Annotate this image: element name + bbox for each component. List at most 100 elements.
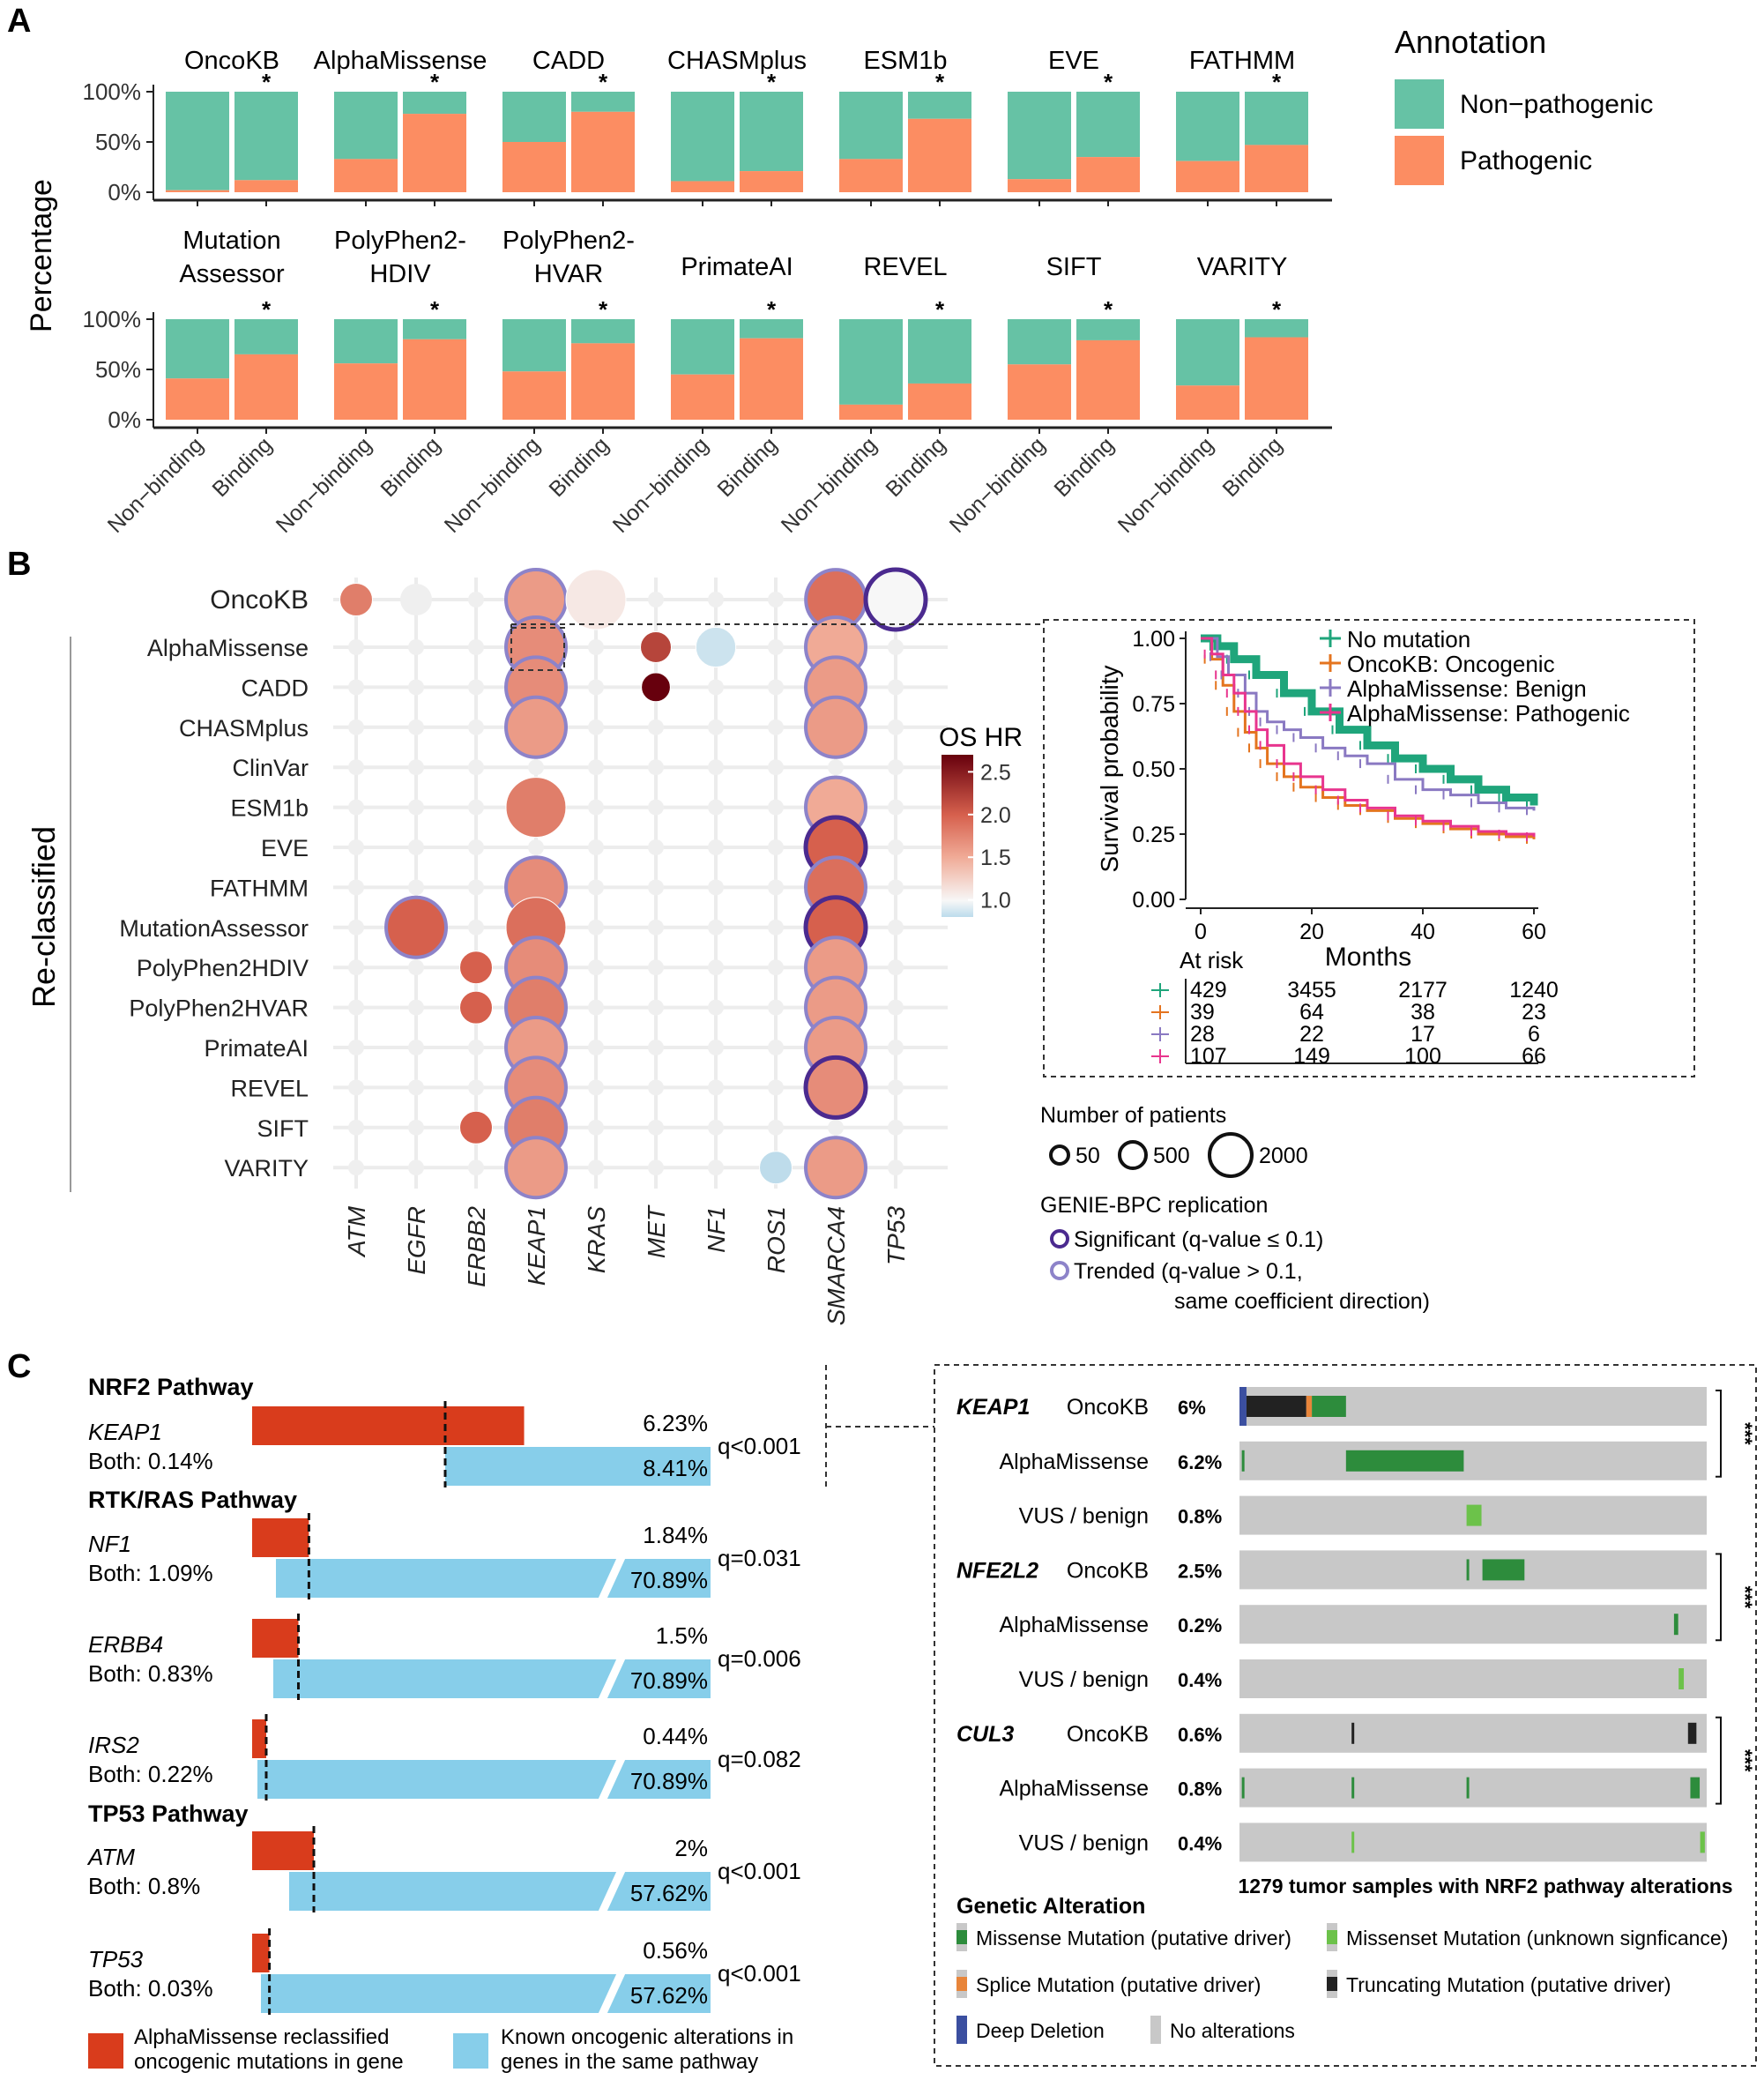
gene-name: IRS2: [88, 1732, 139, 1758]
empty-cell: [648, 959, 664, 976]
facet-title: FATHMM: [1189, 47, 1295, 75]
facet-alphamissense: AlphaMissense*: [314, 47, 490, 206]
hr-point-alphamissense-met: [640, 631, 672, 663]
row-label-cadd: CADD: [241, 675, 309, 701]
significance-star: *: [935, 296, 945, 323]
empty-cell: [708, 1040, 724, 1055]
km-x-tick-label: 20: [1299, 920, 1324, 944]
significance-star: *: [1272, 69, 1282, 95]
empty-cell: [588, 999, 604, 1016]
facet-cadd: CADD*: [490, 47, 659, 206]
y-tick-label: 100%: [83, 306, 142, 332]
x-tick-label: Non−binding: [777, 432, 882, 538]
os-hr-colorbar: OS HR 2.5 2.0 1.5 1.0: [939, 723, 1023, 917]
x-tick-label: Non−binding: [440, 432, 546, 538]
empty-cell: [768, 759, 784, 776]
km-y-tick-label: 0.75: [1132, 692, 1175, 717]
am-pct-label: 0.44%: [643, 1723, 708, 1749]
oncoprint-pct: 2.5%: [1178, 1560, 1222, 1582]
oncoprint-track: [1239, 1713, 1707, 1753]
alteration-legend-swatch-miss_drv: [956, 1930, 967, 1944]
empty-cell: [708, 1119, 724, 1136]
at-risk-value: 28: [1190, 1022, 1215, 1047]
empty-cell: [768, 1040, 784, 1055]
bar-nonpathogenic-non-binding: [839, 92, 903, 160]
empty-cell: [708, 1079, 724, 1096]
bar-nonpathogenic-non-binding: [1176, 92, 1239, 161]
empty-cell: [588, 959, 604, 976]
pathway-title-nrf2-pathway: NRF2 Pathway: [88, 1374, 254, 1400]
km-y-tick-label: 0.00: [1132, 888, 1175, 913]
bar-nonpathogenic-non-binding: [166, 319, 229, 379]
significance-star: *: [1104, 296, 1113, 323]
empty-cell: [708, 719, 724, 735]
panel-a-legend: Annotation Non−pathogenic Pathogenic: [1395, 24, 1653, 185]
x-tick-label: Non−binding: [1113, 432, 1219, 538]
y-tick-label: 50%: [95, 356, 141, 383]
oncoprint: KEAP1 OncoKB 6% AlphaMissense 6.2% VUS / beni…: [934, 1364, 1757, 2067]
km-y-tick-label: 1.00: [1132, 627, 1175, 652]
row-label-polyphen2hvar: PolyPhen2HVAR: [129, 995, 309, 1022]
significance-star: *: [599, 69, 608, 95]
empty-cell: [588, 919, 604, 936]
empty-cell: [828, 759, 844, 776]
known-bar: [273, 1659, 711, 1698]
bar-nonpathogenic-binding: [740, 319, 803, 339]
empty-cell: [888, 1119, 904, 1136]
empty-cell: [588, 639, 604, 655]
size-legend-title: Number of patients: [1040, 1103, 1226, 1128]
y-tick-label: 100%: [83, 78, 142, 105]
oncoprint-source: OncoKB: [1067, 1558, 1149, 1583]
bar-pathogenic-binding: [908, 383, 971, 420]
facet-mutationassessor: Mutation Assessor Non−binding Binding * 100% 5…: [83, 227, 322, 538]
bar-pathogenic-non-binding: [839, 159, 903, 192]
empty-cell: [468, 679, 484, 696]
km-ylabel: Survival probability: [1096, 666, 1123, 873]
empty-cell: [348, 799, 364, 816]
highlight-box: [510, 627, 565, 671]
oncoprint-row-vus-benign: VUS / benign 0.4%: [1019, 1823, 1707, 1862]
x-tick-label: Binding: [1217, 432, 1287, 502]
alteration-legend-title: Genetic Alteration: [956, 1894, 1145, 1919]
oncoprint-track: [1239, 1823, 1707, 1862]
hr-point-sift-erbb2: [459, 1110, 493, 1144]
bar-pathogenic-non-binding: [502, 371, 566, 420]
empty-cell: [588, 879, 604, 896]
empty-cell: [468, 1040, 484, 1055]
x-tick-label: Non−binding: [103, 432, 209, 538]
empty-cell: [348, 919, 364, 936]
alteration-miss_unk: [1466, 1504, 1482, 1526]
legend-red-swatch: [88, 2033, 123, 2069]
empty-cell: [828, 1119, 844, 1136]
exclusivity-row-tp53: TP53 Both: 0.03% 0.56% 57.62% q<0.001: [88, 1928, 801, 2015]
x-tick-label: Binding: [376, 432, 445, 502]
km-inset: 1.00 0.75 0.50 0.25 0.00 0 20 40 60 Survival prob…: [1043, 619, 1695, 1077]
facet-fathmm: FATHMM*: [1164, 47, 1332, 206]
panel-label-b: B: [7, 546, 31, 583]
facet-title: Assessor: [179, 260, 285, 288]
alteration-legend-swatch-trunc: [1327, 1977, 1337, 1991]
empty-cell: [888, 759, 904, 776]
both-label: Both: 0.22%: [88, 1761, 213, 1787]
panel-a-facets: OncoKB*100%50%0%AlphaMissense*CADD*CHASM…: [83, 47, 1332, 538]
empty-cell: [400, 584, 432, 615]
panel-a: A Percentage OncoKB*100%50%0%AlphaMissen…: [7, 3, 1653, 538]
empty-cell: [348, 1159, 364, 1176]
both-label: Both: 0.14%: [88, 1448, 213, 1474]
facet-title: EVE: [1048, 47, 1099, 75]
bar-pathogenic-non-binding: [334, 159, 398, 192]
row-label-revel: REVEL: [230, 1075, 309, 1101]
colorbar-tick-label: 1.0: [980, 889, 1011, 913]
empty-cell: [408, 799, 424, 816]
empty-cell: [348, 719, 364, 735]
hr-point-esm1b-keap1: [505, 777, 567, 839]
empty-cell: [408, 679, 424, 696]
both-label: Both: 0.8%: [88, 1873, 200, 1899]
empty-cell: [888, 879, 904, 896]
empty-cell: [888, 1159, 904, 1176]
col-label-keap1: KEAP1: [523, 1206, 550, 1286]
am-pct-label: 0.56%: [643, 1937, 708, 1964]
hr-point-varity-smarca4: [804, 1136, 867, 1200]
size-legend-label: 50: [1076, 1144, 1100, 1168]
bar-pathogenic-non-binding: [671, 181, 734, 192]
